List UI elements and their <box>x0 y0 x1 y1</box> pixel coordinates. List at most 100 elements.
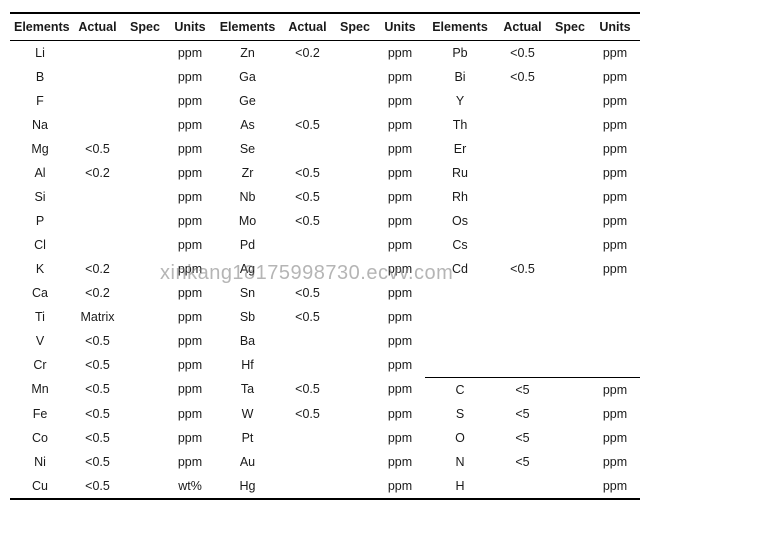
table-cell: Ca <box>10 281 70 305</box>
table-cell <box>125 474 165 500</box>
table-cell <box>495 161 550 185</box>
table-cell <box>335 257 375 281</box>
table-cell: ppm <box>165 185 215 209</box>
table-cell <box>70 209 125 233</box>
table-cell: <0.5 <box>280 113 335 137</box>
table-cell: Cu <box>10 474 70 500</box>
table-cell <box>495 233 550 257</box>
table-cell <box>590 305 640 329</box>
table-cell <box>70 185 125 209</box>
table-cell <box>280 89 335 113</box>
table-cell: Ta <box>215 377 280 402</box>
table-cell <box>70 41 125 65</box>
table-cell <box>280 257 335 281</box>
table-cell <box>125 65 165 89</box>
table-cell: ppm <box>590 161 640 185</box>
table-cell: Hg <box>215 474 280 500</box>
table-cell: ppm <box>165 89 215 113</box>
table-cell: ppm <box>590 65 640 89</box>
table-cell <box>280 65 335 89</box>
column-header: Elements <box>425 12 495 41</box>
table-cell <box>125 377 165 402</box>
table-cell: ppm <box>165 65 215 89</box>
table-cell <box>550 305 590 329</box>
table-cell: Li <box>10 41 70 65</box>
table-cell <box>425 305 495 329</box>
table-cell: Ag <box>215 257 280 281</box>
table-cell <box>590 281 640 305</box>
table-cell <box>335 402 375 426</box>
table-cell: <0.5 <box>280 161 335 185</box>
column-header: Actual <box>70 12 125 41</box>
table-cell <box>550 329 590 353</box>
table-cell <box>335 41 375 65</box>
table-cell: ppm <box>375 137 425 161</box>
table-cell <box>550 353 590 377</box>
table-cell <box>335 65 375 89</box>
table-cell <box>335 161 375 185</box>
table-cell: ppm <box>375 233 425 257</box>
table-cell <box>550 450 590 474</box>
table-cell: Ru <box>425 161 495 185</box>
table-cell: <0.5 <box>70 377 125 402</box>
table-cell <box>335 233 375 257</box>
column-header: Units <box>375 12 425 41</box>
table-cell: ppm <box>375 402 425 426</box>
table-cell: Zr <box>215 161 280 185</box>
table-cell: ppm <box>375 281 425 305</box>
table-cell: ppm <box>590 450 640 474</box>
table-cell: <0.5 <box>70 450 125 474</box>
table-cell: ppm <box>375 161 425 185</box>
table-cell <box>495 281 550 305</box>
table-cell: <0.5 <box>495 257 550 281</box>
table-cell <box>550 281 590 305</box>
table-cell: <0.5 <box>70 137 125 161</box>
column-header: Units <box>590 12 640 41</box>
table-cell: Hf <box>215 353 280 377</box>
table-cell: Cr <box>10 353 70 377</box>
table-cell: ppm <box>375 113 425 137</box>
table-cell: Pb <box>425 41 495 65</box>
table-cell: Cd <box>425 257 495 281</box>
table-cell: ppm <box>590 426 640 450</box>
table-cell <box>335 113 375 137</box>
table-cell: Se <box>215 137 280 161</box>
table-cell <box>550 41 590 65</box>
table-cell: Co <box>10 426 70 450</box>
table-cell: Zn <box>215 41 280 65</box>
table-cell <box>335 281 375 305</box>
table-cell <box>495 185 550 209</box>
table-cell <box>590 353 640 377</box>
table-cell <box>550 402 590 426</box>
table-cell <box>425 353 495 377</box>
table-cell: V <box>10 329 70 353</box>
table-cell: ppm <box>590 377 640 402</box>
table-cell <box>125 257 165 281</box>
table-cell: ppm <box>165 233 215 257</box>
table-cell: Pd <box>215 233 280 257</box>
table-cell <box>550 185 590 209</box>
table-cell <box>335 185 375 209</box>
table-cell: <0.5 <box>280 377 335 402</box>
table-cell <box>125 161 165 185</box>
elements-table: ElementsActualSpecUnitsElementsActualSpe… <box>10 12 755 500</box>
table-cell: ppm <box>165 281 215 305</box>
table-cell: ppm <box>375 209 425 233</box>
table-cell <box>590 329 640 353</box>
column-header: Actual <box>280 12 335 41</box>
table-cell: H <box>425 474 495 500</box>
table-cell <box>550 113 590 137</box>
table-cell: <0.2 <box>70 281 125 305</box>
table-cell: ppm <box>375 65 425 89</box>
table-cell <box>550 377 590 402</box>
table-cell <box>125 281 165 305</box>
table-cell <box>550 65 590 89</box>
table-cell: ppm <box>165 113 215 137</box>
table-cell <box>70 233 125 257</box>
table-cell: Sb <box>215 305 280 329</box>
table-cell <box>335 377 375 402</box>
table-cell: ppm <box>165 257 215 281</box>
table-cell: ppm <box>375 185 425 209</box>
table-cell <box>280 233 335 257</box>
table-cell: ppm <box>165 137 215 161</box>
